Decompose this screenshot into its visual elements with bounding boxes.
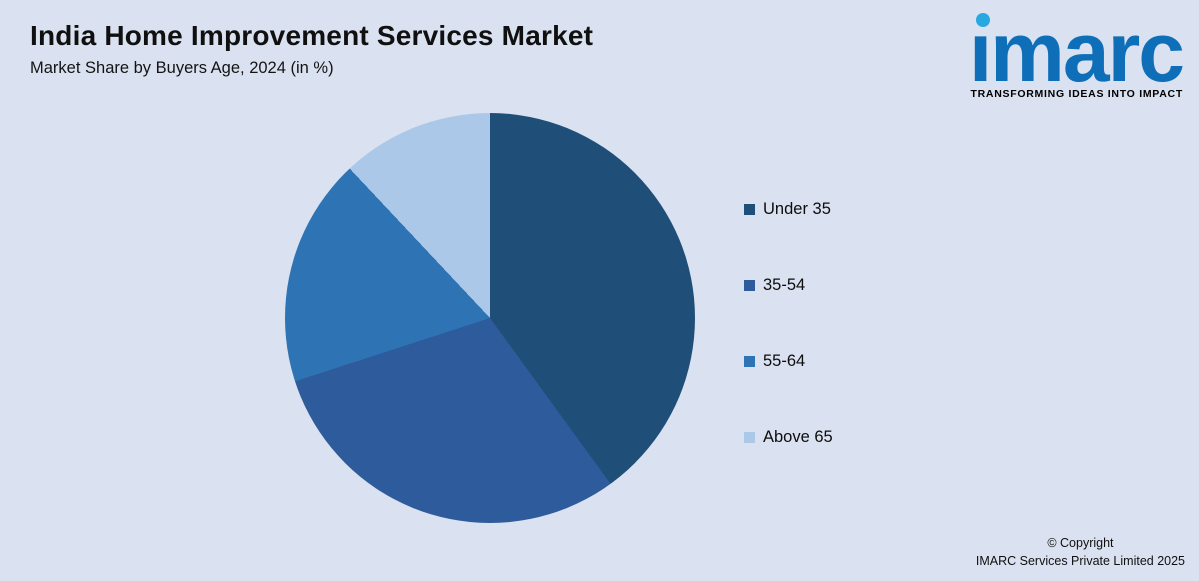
legend-item: Under 35 <box>744 200 833 219</box>
page-subtitle: Market Share by Buyers Age, 2024 (in %) <box>30 59 334 77</box>
legend-swatch <box>744 280 755 291</box>
legend-label: 55-64 <box>763 352 806 370</box>
legend-label: Above 65 <box>763 428 833 446</box>
legend-swatch <box>744 356 755 367</box>
header: India Home Improvement Services Market M… <box>30 20 593 78</box>
legend-item: Above 65 <box>744 428 833 447</box>
legend-swatch <box>744 204 755 215</box>
copyright-line2: IMARC Services Private Limited 2025 <box>975 554 1185 569</box>
legend-label: 35-54 <box>763 276 806 294</box>
copyright-line1: © Copyright <box>1047 535 1114 550</box>
legend-swatch <box>744 432 755 443</box>
chart-legend: Under 35 35-54 55-64 Above 65 <box>744 200 833 447</box>
legend-label: Under 35 <box>763 200 831 218</box>
imarc-logo: ımarc TRANSFORMING IDEAS INTO IMPACT <box>968 5 1185 100</box>
imarc-logo-text: ımarc <box>968 5 1185 99</box>
page-title: India Home Improvement Services Market <box>30 20 594 51</box>
imarc-logo-dot-icon <box>975 13 990 27</box>
legend-item: 35-54 <box>744 276 833 295</box>
pie-chart <box>285 113 695 523</box>
imarc-logo-tagline: TRANSFORMING IDEAS INTO IMPACT <box>970 88 1183 100</box>
copyright: © Copyright IMARC Services Private Limit… <box>976 534 1185 572</box>
legend-item: 55-64 <box>744 352 833 371</box>
